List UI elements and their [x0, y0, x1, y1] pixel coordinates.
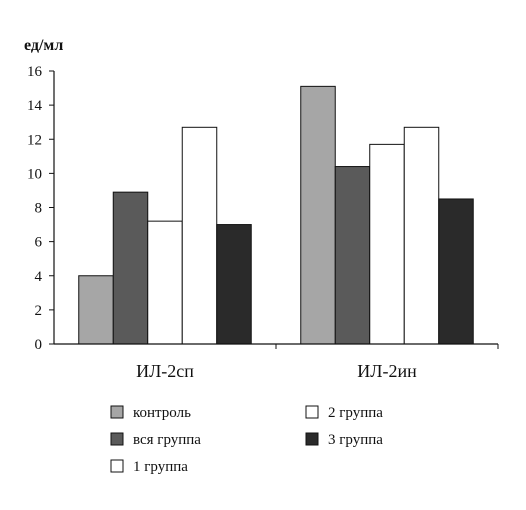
y-tick-label: 0 — [35, 337, 43, 353]
legend-swatch — [305, 405, 319, 419]
legend-label: 3 группа — [328, 432, 383, 448]
y-tick-label: 6 — [35, 235, 43, 251]
legend-swatch — [110, 459, 124, 473]
y-axis-label: ед/мл — [24, 37, 63, 54]
bar-контроль-ИЛ-2ин — [300, 85, 336, 345]
bar-вся-группа-ИЛ-2сп — [112, 191, 149, 345]
legend-label: 1 группа — [133, 459, 188, 475]
bar-1-группа-ИЛ-2ин — [369, 143, 405, 345]
x-axis-ticks: ИЛ-2сп ИЛ-2ин — [136, 344, 499, 381]
bar-3-группа-ИЛ-2сп — [216, 224, 252, 345]
bar-2-группа-ИЛ-2ин — [403, 126, 440, 345]
x-tick-label: ИЛ-2ин — [357, 361, 417, 381]
y-tick-label: 8 — [35, 201, 43, 217]
legend-swatch — [110, 432, 124, 446]
x-tick-label: ИЛ-2сп — [136, 361, 194, 381]
legend-label: 2 группа — [328, 405, 383, 421]
y-tick-label: 4 — [35, 269, 43, 285]
y-axis-ticks: 0 2 4 6 8 10 12 14 16 — [27, 64, 54, 353]
legend-swatch — [305, 432, 319, 446]
bar-3-группа-ИЛ-2ин — [438, 198, 474, 345]
legend-label: вся группа — [133, 432, 201, 448]
y-tick-label: 2 — [35, 303, 43, 319]
bar-2-группа-ИЛ-2сп — [181, 126, 218, 345]
bar-1-группа-ИЛ-2сп — [147, 220, 183, 345]
y-tick-label: 16 — [27, 64, 43, 80]
legend: контроль вся группа 1 группа 2 группа 3 груп… — [110, 405, 383, 475]
legend-swatch — [110, 405, 124, 419]
y-tick-label: 14 — [27, 98, 43, 114]
bars — [78, 85, 474, 345]
y-tick-label: 12 — [27, 132, 42, 148]
legend-label: контроль — [133, 405, 191, 421]
bar-вся-группа-ИЛ-2ин — [334, 166, 371, 345]
y-tick-label: 10 — [27, 166, 42, 182]
bar-контроль-ИЛ-2сп — [78, 275, 114, 345]
